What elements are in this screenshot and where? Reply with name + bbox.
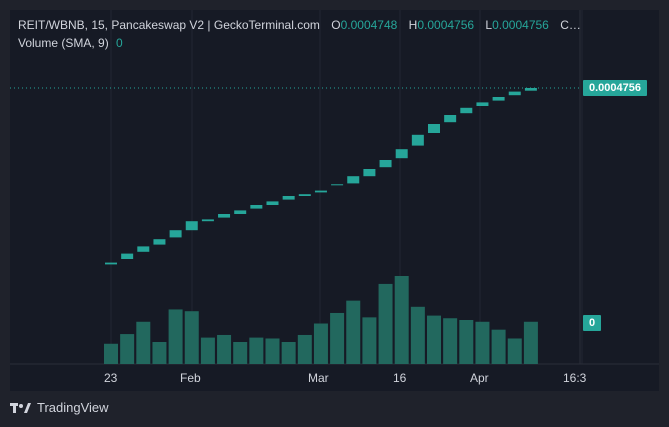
- candle: [298, 194, 311, 196]
- candle: [185, 221, 198, 231]
- volume-bar: [281, 342, 296, 364]
- legend-high-value: 0.0004756: [417, 18, 475, 32]
- legend-pair: REIT/WBNB, 15, Pancakeswap V2 | GeckoTer…: [18, 18, 320, 32]
- candle: [266, 201, 279, 205]
- x-axis-label: 16:3: [563, 371, 587, 385]
- candle: [153, 239, 166, 245]
- volume-bar: [217, 334, 232, 364]
- candle: [201, 219, 214, 222]
- volume-bar: [200, 337, 215, 364]
- candle: [105, 262, 117, 265]
- legend-volume-value: 0: [116, 36, 123, 50]
- legend-volume-label: Volume (SMA, 9): [18, 36, 109, 50]
- volume-bar: [330, 312, 345, 364]
- volume-bar: [152, 342, 167, 364]
- volume-bar: [410, 306, 425, 364]
- chart-canvas[interactable]: [10, 10, 659, 391]
- tradingview-label: TradingView: [37, 400, 109, 415]
- last-volume-tag: 0: [583, 315, 602, 331]
- candle: [411, 134, 424, 146]
- x-axis-label: Mar: [308, 371, 329, 385]
- candle: [218, 214, 231, 218]
- legend-open-label: O: [331, 18, 341, 32]
- x-axis-label: Apr: [470, 371, 489, 385]
- legend-high-label: H: [408, 18, 418, 32]
- volume-bar: [459, 320, 474, 364]
- candle: [444, 115, 457, 123]
- candle: [234, 210, 247, 214]
- x-axis-label: 16: [393, 371, 407, 385]
- legend-low-value: 0.0004756: [492, 18, 549, 32]
- candle: [363, 169, 376, 177]
- chart-panel[interactable]: REIT/WBNB, 15, Pancakeswap V2 | GeckoTer…: [10, 10, 659, 391]
- candle: [282, 196, 295, 200]
- candle: [492, 97, 505, 101]
- volume-bar: [120, 334, 135, 364]
- volume-bar: [249, 337, 264, 364]
- volume-bar: [297, 334, 312, 364]
- legend-close-label: C…: [560, 18, 581, 32]
- tradingview-branding[interactable]: TradingView: [10, 400, 109, 415]
- tradingview-logo-icon: [10, 402, 31, 413]
- candle: [169, 230, 182, 238]
- candle: [250, 205, 263, 209]
- candle: [460, 107, 473, 114]
- volume-bar: [313, 323, 328, 364]
- volume-bar: [507, 338, 522, 364]
- legend-row-price: REIT/WBNB, 15, Pancakeswap V2 | GeckoTer…: [18, 16, 581, 34]
- volume-bar: [346, 300, 361, 364]
- candle: [524, 88, 537, 91]
- last-price-tag: 0.0004756: [583, 80, 647, 96]
- candle: [476, 102, 489, 106]
- volume-bar: [184, 311, 199, 364]
- volume-bar: [168, 309, 183, 364]
- volume-bar: [378, 283, 393, 364]
- volume-bar: [394, 276, 409, 364]
- x-axis-label: 23: [104, 371, 118, 385]
- volume-bar: [233, 342, 248, 364]
- legend-low-label: L: [485, 18, 493, 32]
- volume-bar: [362, 317, 377, 364]
- candle: [314, 190, 327, 193]
- candle: [137, 246, 150, 252]
- candle: [428, 124, 440, 133]
- candle: [395, 149, 408, 159]
- volume-bar: [523, 321, 538, 364]
- candle: [331, 184, 344, 186]
- candle: [508, 91, 521, 96]
- volume-bar: [491, 329, 506, 364]
- volume-bar: [475, 321, 490, 364]
- candle: [347, 176, 360, 184]
- legend-open-value: 0.0004748: [340, 18, 398, 32]
- volume-bar: [265, 338, 280, 364]
- x-axis-label: Feb: [180, 371, 201, 385]
- volume-bar: [427, 315, 441, 364]
- legend-row-volume: Volume (SMA, 9) 0: [18, 34, 581, 52]
- legend: REIT/WBNB, 15, Pancakeswap V2 | GeckoTer…: [18, 16, 581, 52]
- candle: [121, 253, 134, 259]
- volume-bar: [104, 343, 118, 364]
- candle: [379, 160, 392, 168]
- volume-bar: [136, 321, 151, 364]
- volume-bar: [443, 318, 458, 364]
